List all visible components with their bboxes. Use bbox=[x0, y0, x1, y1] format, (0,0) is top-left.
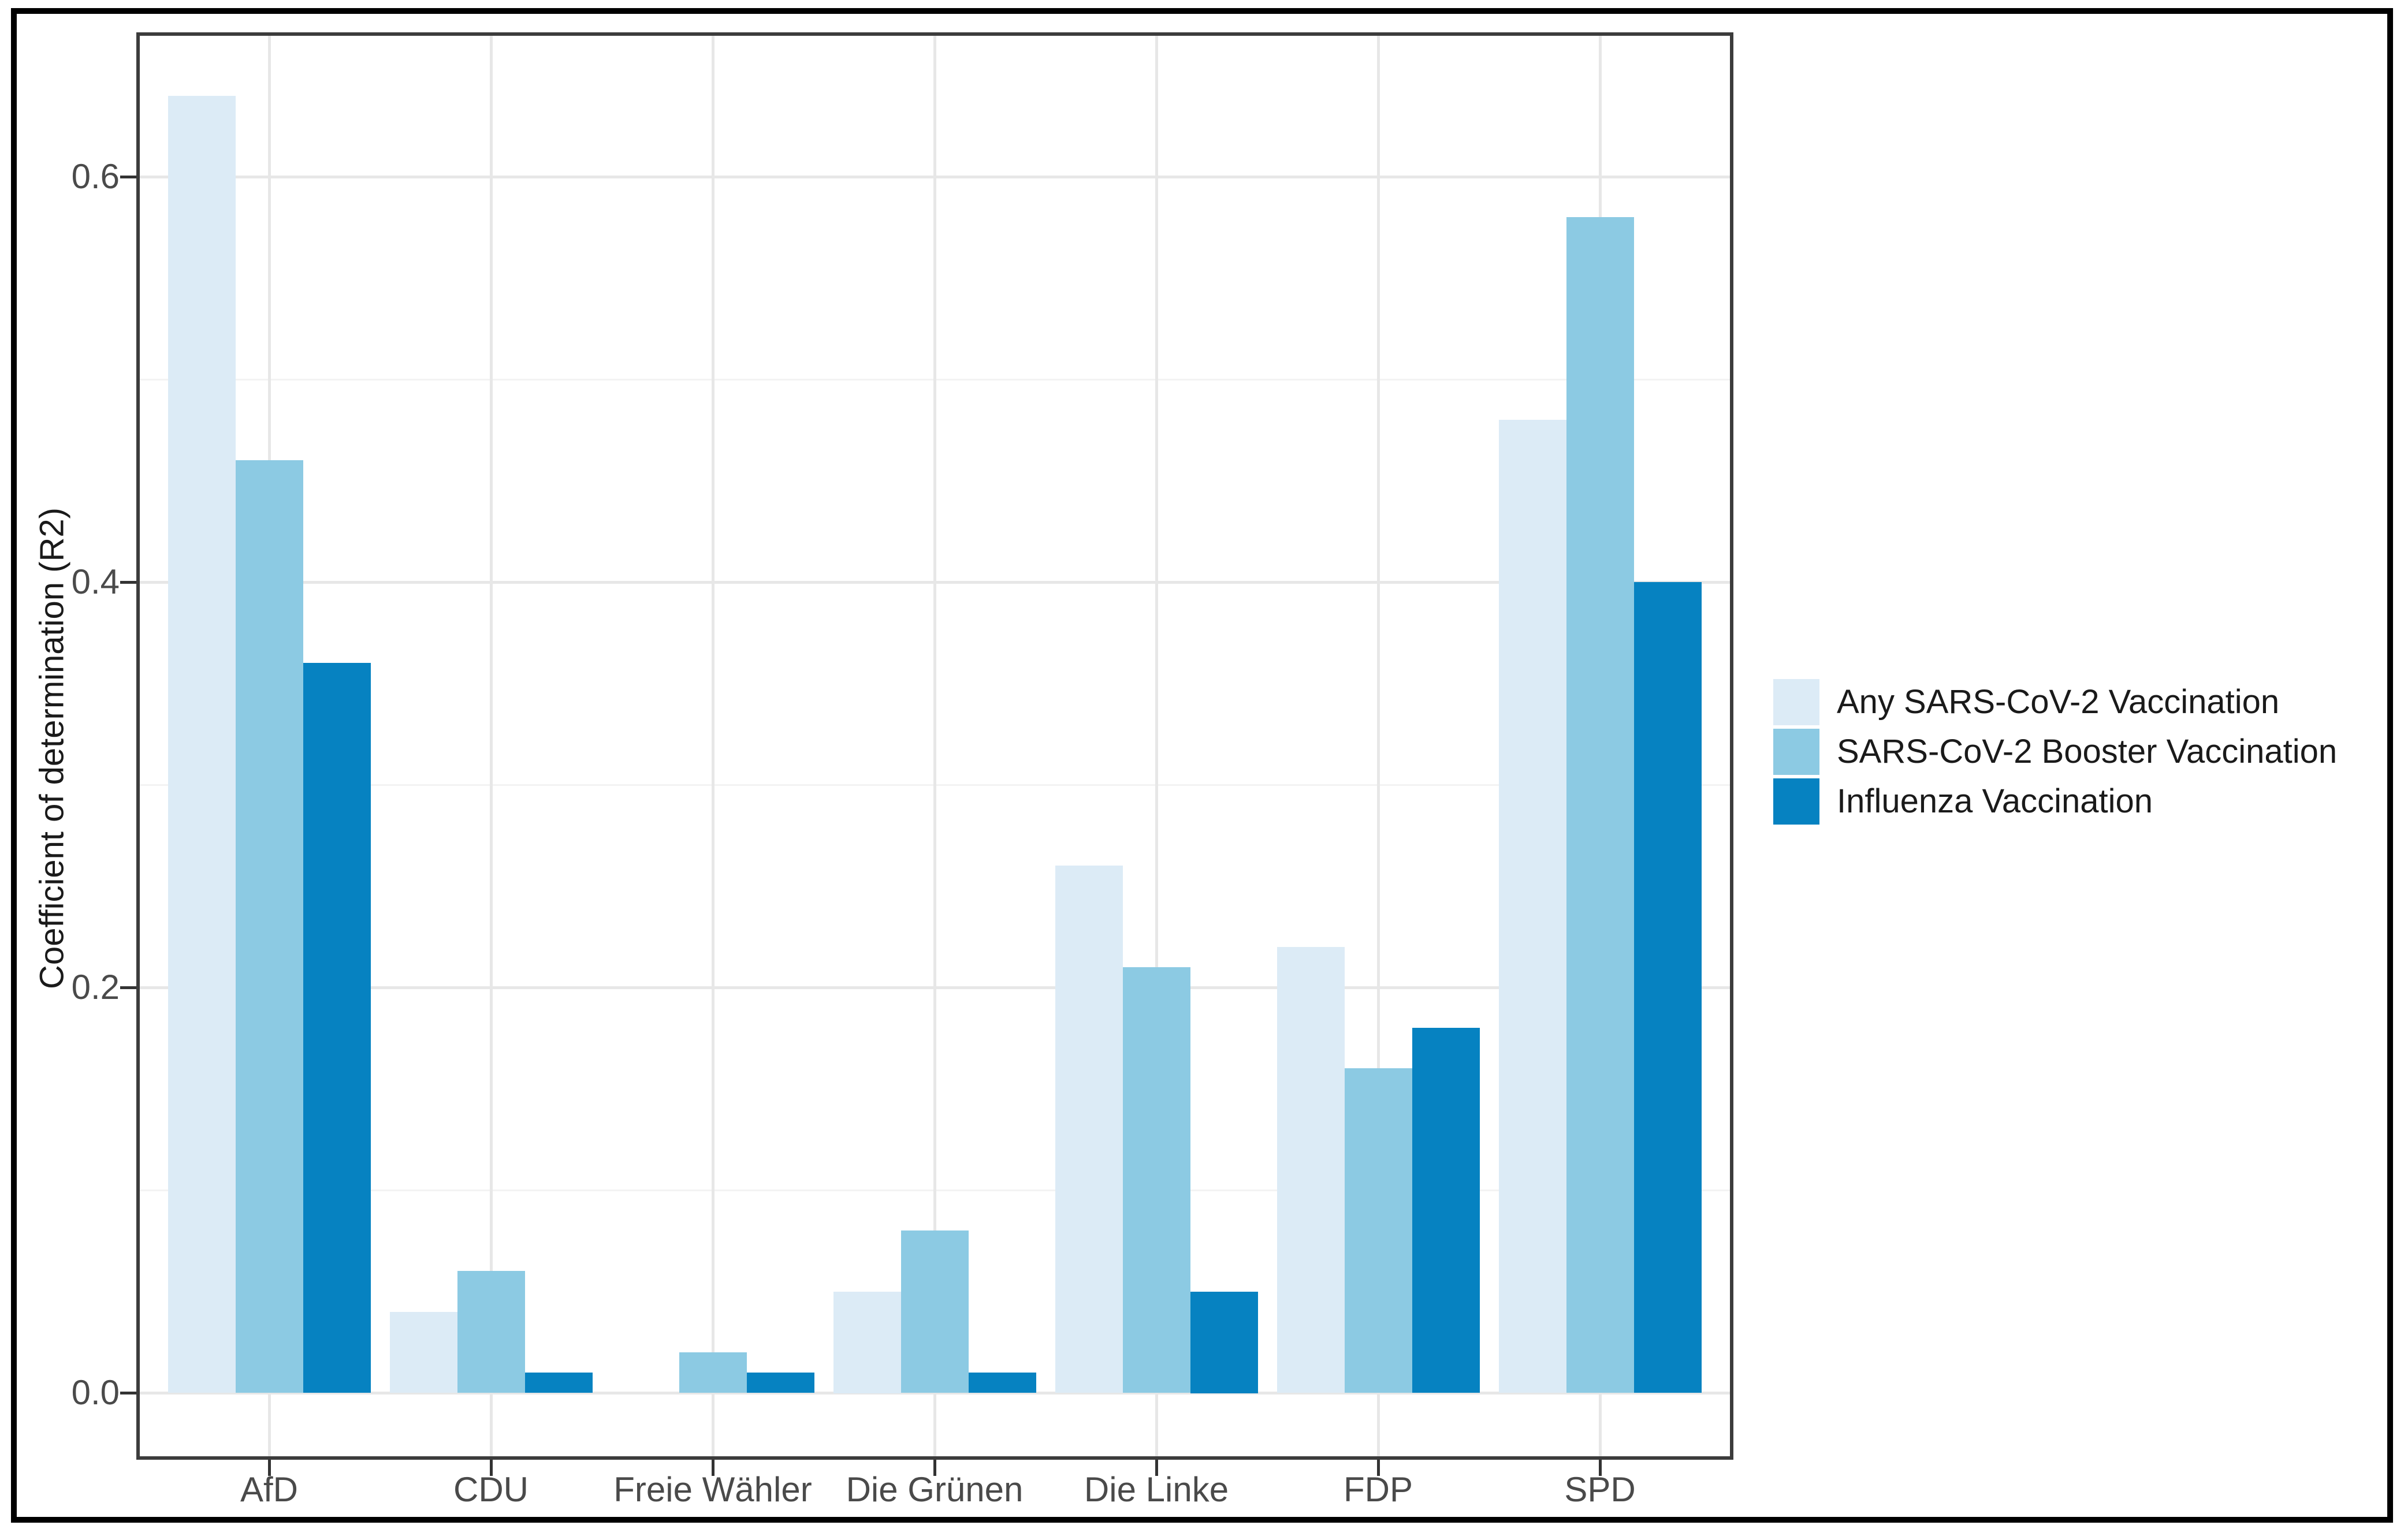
bar bbox=[525, 1373, 593, 1393]
y-tick-label: 0.2 bbox=[71, 968, 120, 1006]
legend-label: Influenza Vaccination bbox=[1837, 782, 2153, 820]
bar bbox=[1123, 967, 1190, 1393]
y-axis-tick bbox=[120, 581, 136, 584]
x-tick-label: SPD bbox=[1564, 1470, 1636, 1509]
plot-panel bbox=[136, 32, 1733, 1460]
x-axis-tick bbox=[1599, 1460, 1602, 1476]
legend-key bbox=[1773, 679, 1819, 725]
y-tick-label: 0.0 bbox=[71, 1373, 120, 1412]
gridline-major-v bbox=[712, 32, 714, 1460]
y-tick-label: 0.6 bbox=[71, 157, 120, 196]
bar bbox=[1190, 1292, 1258, 1393]
x-tick-label: CDU bbox=[453, 1470, 529, 1509]
x-axis-tick bbox=[712, 1460, 714, 1476]
bar bbox=[833, 1292, 901, 1393]
legend-label: SARS-CoV-2 Booster Vaccination bbox=[1837, 733, 2338, 770]
x-axis-tick bbox=[1155, 1460, 1158, 1476]
y-axis-tick bbox=[120, 1392, 136, 1394]
bar bbox=[1499, 420, 1566, 1393]
bar bbox=[457, 1271, 525, 1393]
bar bbox=[1277, 947, 1345, 1393]
bar bbox=[747, 1373, 814, 1393]
bar bbox=[1412, 1028, 1480, 1393]
x-axis-tick bbox=[1377, 1460, 1380, 1476]
figure-border bbox=[11, 8, 2393, 1523]
legend-key bbox=[1773, 729, 1819, 775]
gridline-major-v bbox=[1155, 32, 1158, 1460]
y-tick-label: 0.4 bbox=[71, 562, 120, 601]
x-tick-label: AfD bbox=[240, 1470, 299, 1509]
bar bbox=[969, 1373, 1036, 1393]
bar bbox=[236, 460, 303, 1393]
x-tick-label: Die Grünen bbox=[846, 1470, 1024, 1509]
bar bbox=[679, 1352, 747, 1393]
bar bbox=[1345, 1068, 1412, 1393]
bar bbox=[1634, 582, 1702, 1393]
bar bbox=[390, 1312, 457, 1393]
legend-label: Any SARS-CoV-2 Vaccination bbox=[1837, 683, 2280, 721]
x-tick-label: FDP bbox=[1344, 1470, 1413, 1509]
gridline-major-v bbox=[1377, 32, 1380, 1460]
x-tick-label: Freie Wähler bbox=[613, 1470, 812, 1509]
x-axis-tick bbox=[933, 1460, 936, 1476]
bar bbox=[901, 1230, 969, 1393]
bar bbox=[1566, 217, 1634, 1393]
x-axis-tick bbox=[268, 1460, 271, 1476]
y-axis-tick bbox=[120, 176, 136, 178]
bar bbox=[303, 663, 371, 1393]
legend-key bbox=[1773, 778, 1819, 825]
bar bbox=[1055, 866, 1123, 1393]
x-axis-tick bbox=[490, 1460, 493, 1476]
gridline-major-v bbox=[933, 32, 936, 1460]
x-tick-label: Die Linke bbox=[1084, 1470, 1229, 1509]
bar bbox=[168, 96, 236, 1393]
y-axis-tick bbox=[120, 986, 136, 989]
gridline-major-v bbox=[490, 32, 493, 1460]
